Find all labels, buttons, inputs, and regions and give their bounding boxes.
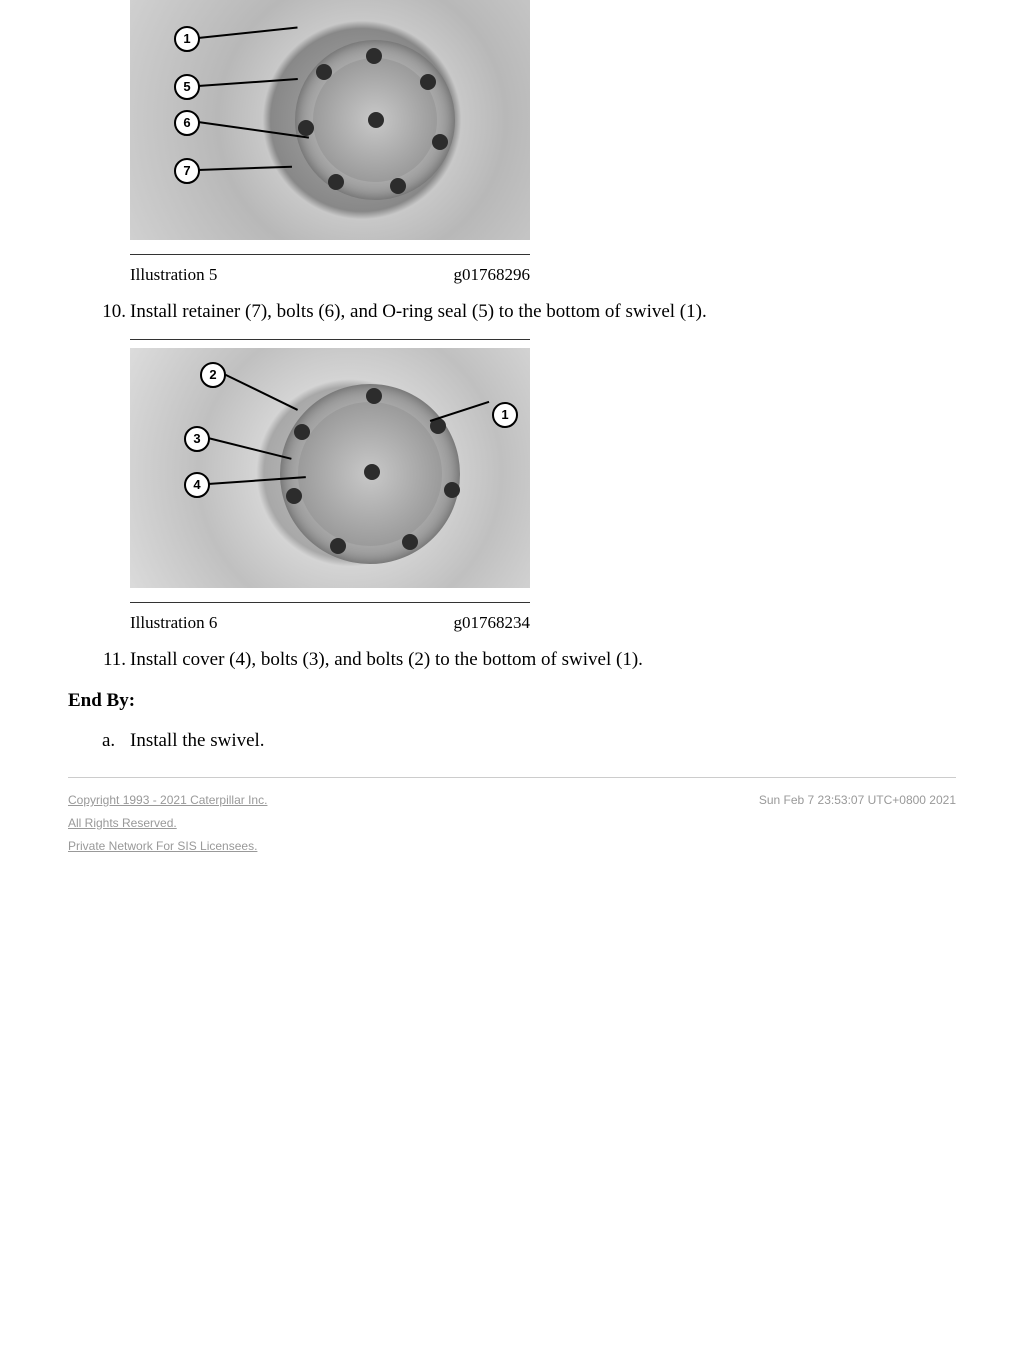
footer-copyright: Copyright 1993 - 2021 Caterpillar Inc. bbox=[68, 792, 267, 809]
illustration-6-caption: Illustration 6 g01768234 bbox=[130, 611, 530, 635]
callout-6: 6 bbox=[174, 110, 200, 136]
bolt-dot bbox=[366, 48, 382, 64]
end-by-item-a-text: Install the swivel. bbox=[130, 730, 265, 751]
footer-rule bbox=[68, 777, 956, 778]
callout-1: 1 bbox=[174, 26, 200, 52]
step-11: 11. Install cover (4), bolts (3), and bo… bbox=[130, 647, 956, 674]
bolt-dot bbox=[420, 74, 436, 90]
illustration-5-label: Illustration 5 bbox=[130, 263, 217, 287]
end-by-item-a: a. Install the swivel. bbox=[130, 728, 956, 755]
step-11-number: 11. bbox=[92, 647, 126, 674]
end-by-heading: End By: bbox=[68, 688, 956, 715]
illustration-6-image: 2341 bbox=[130, 348, 530, 588]
illustration-5-caption: Illustration 5 g01768296 bbox=[130, 263, 530, 287]
footer-network: Private Network For SIS Licensees. bbox=[68, 838, 267, 855]
bolt-dot bbox=[390, 178, 406, 194]
illustration-6-rule-bottom bbox=[130, 602, 530, 603]
bolt-dot bbox=[316, 64, 332, 80]
illustration-6-label: Illustration 6 bbox=[130, 611, 217, 635]
footer-rights: All Rights Reserved. bbox=[68, 815, 267, 832]
callout-5: 5 bbox=[174, 74, 200, 100]
end-by-item-a-marker: a. bbox=[102, 728, 115, 755]
illustration-5-block: 1567 Illustration 5 g01768296 bbox=[130, 0, 530, 287]
callout-7: 7 bbox=[174, 158, 200, 184]
illustration-5-image: 1567 bbox=[130, 0, 530, 240]
step-10-number: 10. bbox=[92, 299, 126, 326]
step-10: 10. Install retainer (7), bolts (6), and… bbox=[130, 299, 956, 326]
illustration-5-rule bbox=[130, 254, 530, 255]
illustration-6-code: g01768234 bbox=[454, 611, 531, 635]
illustration-6-rule-top bbox=[130, 339, 530, 340]
bolt-dot bbox=[298, 120, 314, 136]
bolt-dot bbox=[328, 174, 344, 190]
illustration-6-block: 2341 Illustration 6 g01768234 bbox=[130, 339, 530, 635]
bolt-dot bbox=[432, 134, 448, 150]
step-11-text: Install cover (4), bolts (3), and bolts … bbox=[130, 649, 643, 670]
bolt-dot bbox=[368, 112, 384, 128]
step-10-text: Install retainer (7), bolts (6), and O-r… bbox=[130, 301, 707, 322]
page-footer: Copyright 1993 - 2021 Caterpillar Inc. A… bbox=[68, 792, 956, 860]
illustration-5-code: g01768296 bbox=[454, 263, 531, 287]
footer-timestamp: Sun Feb 7 23:53:07 UTC+0800 2021 bbox=[759, 792, 956, 860]
